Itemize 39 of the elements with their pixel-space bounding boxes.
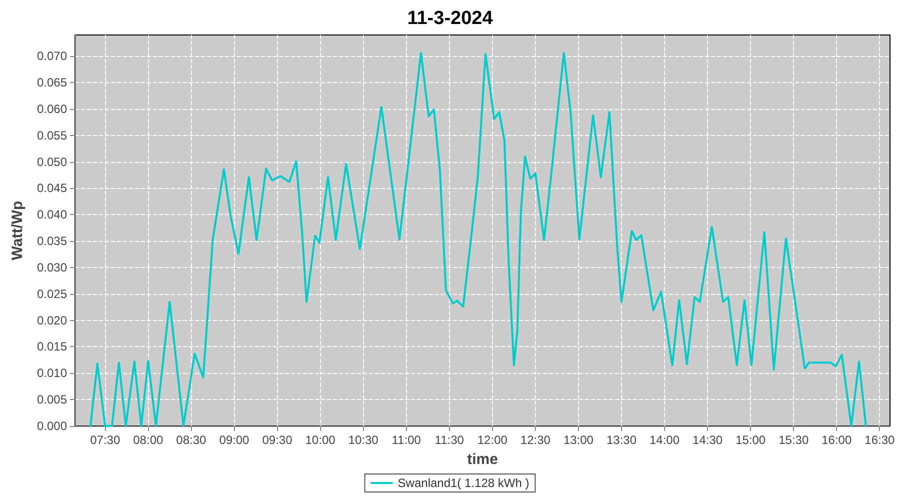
x-tick-label: 14:30 bbox=[692, 433, 723, 447]
x-tick-label: 16:00 bbox=[822, 433, 852, 447]
y-tick-label: 0.030 bbox=[36, 260, 68, 274]
x-tick-label: 07:30 bbox=[90, 433, 120, 447]
x-tick-label: 14:00 bbox=[650, 433, 680, 447]
x-tick-label: 13:30 bbox=[606, 433, 637, 447]
y-tick-label: 0.015 bbox=[36, 340, 68, 354]
line-series bbox=[89, 52, 867, 427]
x-tick-label: 10:30 bbox=[348, 433, 379, 447]
x-tick-label: 12:30 bbox=[520, 433, 551, 447]
y-tick-label: 0.010 bbox=[36, 366, 68, 380]
y-tick-label: 0.025 bbox=[36, 286, 68, 301]
x-tick-label: 11:00 bbox=[392, 433, 422, 447]
y-tick-label: 0.040 bbox=[36, 208, 68, 222]
chart-title: 11-3-2024 bbox=[407, 8, 494, 29]
x-tick-label: 08:00 bbox=[133, 433, 164, 447]
x-tick-label: 12:00 bbox=[477, 433, 508, 447]
x-axis-title: time bbox=[467, 451, 498, 468]
y-tick-label: 0.045 bbox=[36, 181, 68, 196]
x-tick-label: 11:30 bbox=[434, 433, 464, 447]
y-tick-label: 0.065 bbox=[36, 76, 68, 90]
legend-label: Swanland1( 1.128 kWh ) bbox=[398, 476, 530, 490]
y-axis-title: Watt/Wp bbox=[9, 200, 26, 260]
y-tick-label: 0.035 bbox=[36, 234, 68, 248]
x-tick-label: 08:30 bbox=[176, 433, 207, 447]
y-tick-label: 0.000 bbox=[36, 419, 68, 433]
y-tick-label: 0.060 bbox=[36, 102, 68, 116]
x-tick-label: 15:30 bbox=[778, 433, 809, 447]
y-tick-label: 0.005 bbox=[36, 392, 68, 407]
x-tick-label: 13:00 bbox=[563, 433, 594, 447]
y-tick-label: 0.070 bbox=[36, 49, 68, 64]
x-tick-label: 09:30 bbox=[262, 433, 293, 447]
x-tick-label: 09:00 bbox=[219, 433, 250, 447]
x-tick-label: 10:00 bbox=[305, 433, 336, 447]
y-tick-label: 0.020 bbox=[36, 313, 68, 328]
y-tick-label: 0.050 bbox=[36, 154, 68, 169]
y-tick-label: 0.055 bbox=[36, 128, 68, 142]
x-tick-label: 15:00 bbox=[736, 433, 766, 447]
x-tick-label: 16:30 bbox=[864, 433, 896, 447]
